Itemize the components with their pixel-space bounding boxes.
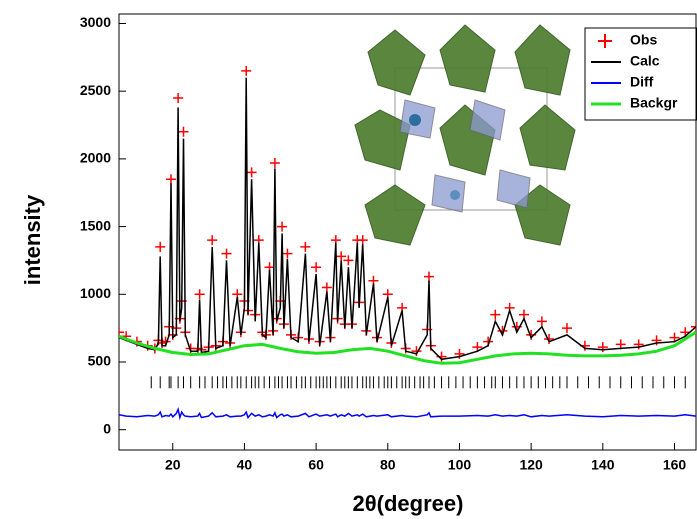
obs-marker	[311, 262, 321, 272]
y-tick-label: 500	[88, 353, 112, 369]
y-tick-label: 2500	[80, 82, 111, 98]
y-tick-label: 0	[103, 420, 111, 436]
obs-marker	[490, 310, 500, 320]
x-tick-label: 140	[591, 457, 615, 473]
crystal-inset	[355, 25, 575, 245]
obs-marker	[424, 272, 434, 282]
octahedron	[520, 105, 575, 170]
legend-label: Calc	[630, 53, 660, 69]
polyhedron	[432, 175, 465, 212]
obs-marker	[241, 66, 251, 76]
octahedron	[368, 30, 425, 95]
y-tick-label: 1500	[80, 217, 111, 233]
obs-marker	[173, 93, 183, 103]
chart: Obs Calc Diff Backgr intensity 2θ(degree) 0…	[0, 0, 697, 519]
x-tick-label: 60	[308, 457, 324, 473]
obs-marker	[277, 222, 287, 232]
obs-marker	[270, 158, 280, 168]
series-line	[119, 409, 696, 417]
obs-marker	[195, 289, 205, 299]
octahedron	[515, 25, 570, 95]
x-axis-label: 2θ(degree)	[353, 491, 464, 516]
octahedron	[365, 185, 425, 245]
obs-marker	[155, 242, 165, 252]
y-tick-label: 1000	[80, 285, 111, 301]
x-tick-label: 20	[165, 457, 181, 473]
x-tick-label: 100	[448, 457, 472, 473]
obs-marker	[358, 235, 368, 245]
atom	[409, 114, 421, 126]
legend-label: Obs	[630, 32, 657, 48]
obs-marker	[300, 242, 310, 252]
y-axis-label: intensity	[20, 194, 45, 285]
x-tick-label: 80	[380, 457, 396, 473]
y-tick-label: 3000	[80, 14, 111, 30]
obs-marker	[166, 174, 176, 184]
legend: Obs Calc Diff Backgr	[585, 28, 697, 120]
x-tick-label: 120	[519, 457, 543, 473]
atom	[450, 190, 460, 200]
obs-marker	[598, 342, 608, 352]
legend-label: Backgr	[630, 95, 678, 111]
obs-marker	[322, 283, 332, 293]
obs-marker	[562, 323, 572, 333]
obs-marker	[179, 127, 189, 137]
obs-marker	[207, 235, 217, 245]
x-tick-label: 160	[663, 457, 687, 473]
x-tick-label: 40	[237, 457, 253, 473]
obs-marker	[247, 167, 257, 177]
y-tick-label: 2000	[80, 150, 111, 166]
obs-marker	[282, 249, 292, 259]
polyhedron	[497, 170, 530, 208]
octahedron	[440, 25, 495, 92]
obs-marker	[222, 249, 232, 259]
obs-marker	[537, 316, 547, 326]
legend-label: Diff	[630, 74, 654, 90]
